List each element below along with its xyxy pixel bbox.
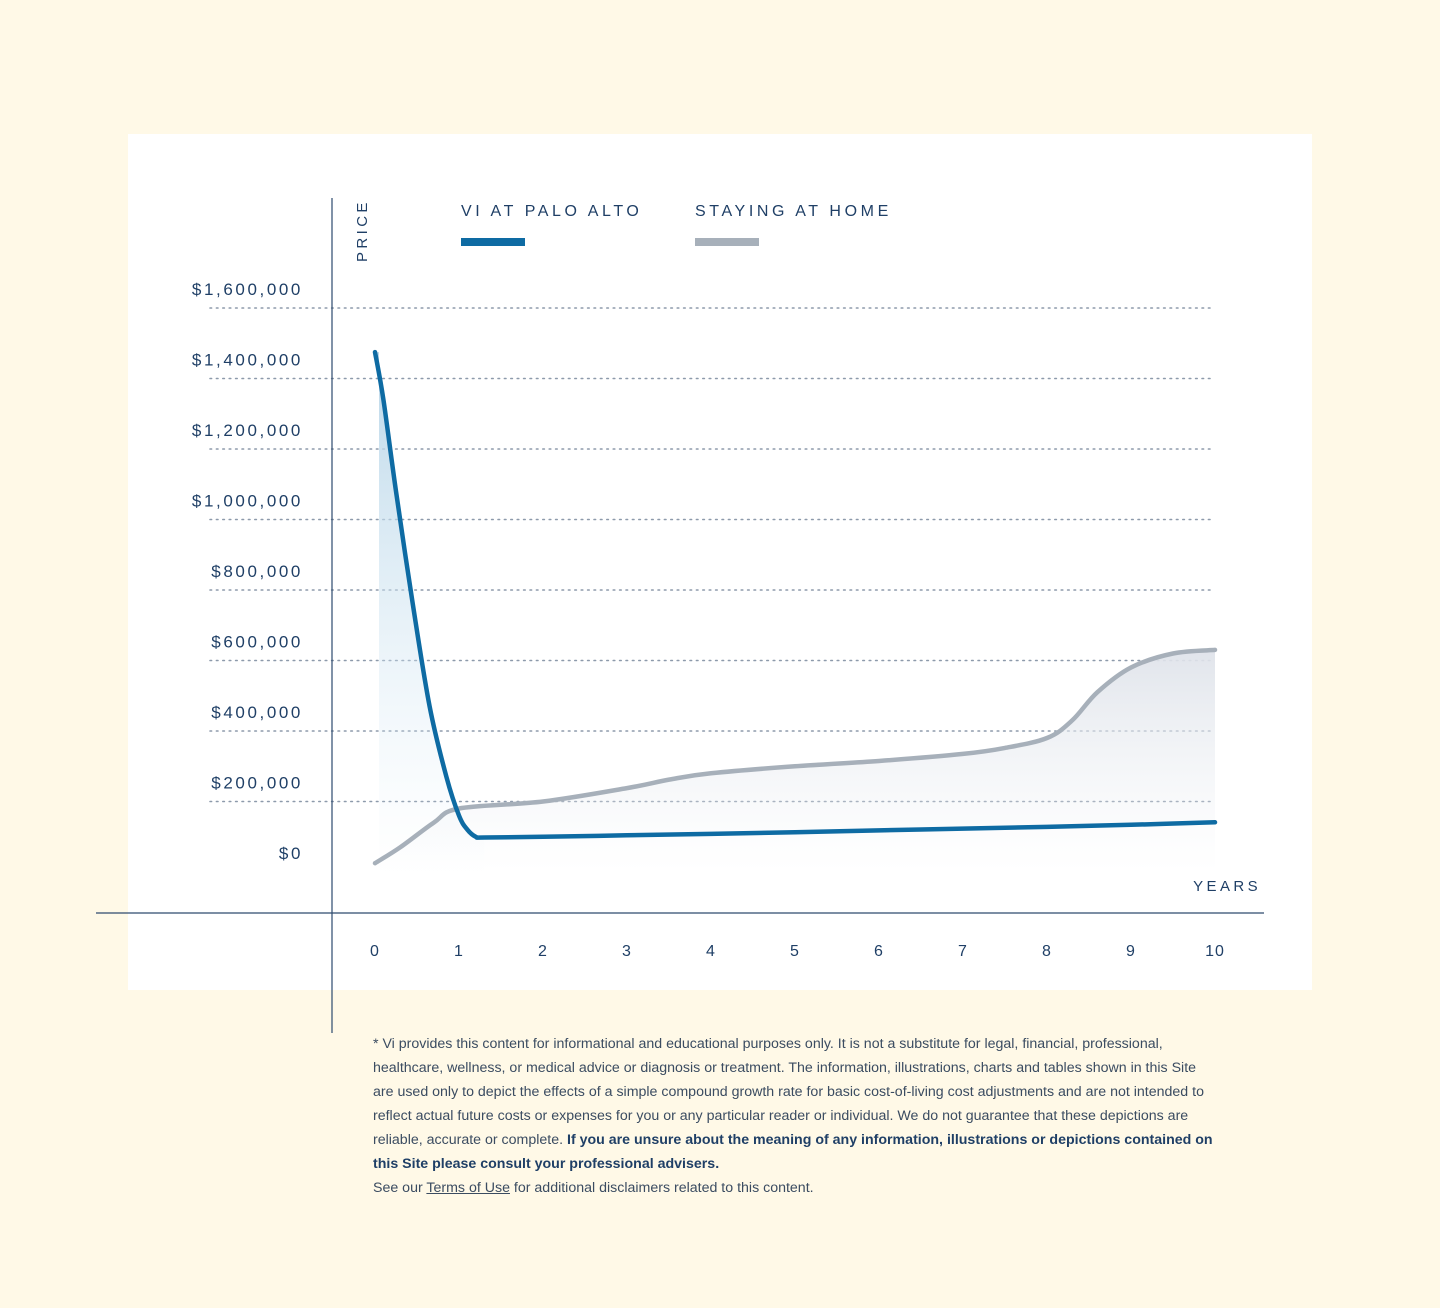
- disclaimer-text: * Vi provides this content for informati…: [373, 1036, 1204, 1148]
- x-tick-label: 6: [874, 943, 884, 960]
- disclaimer-see-our: See our: [373, 1180, 427, 1196]
- x-tick-label: 9: [1126, 943, 1136, 960]
- disclaimer-after-link: for additional disclaimers related to th…: [509, 1180, 814, 1196]
- y-tick-label: $200,000: [211, 774, 303, 793]
- vi-area: [375, 352, 485, 873]
- terms-of-use-link[interactable]: Terms of Use: [426, 1180, 510, 1196]
- x-tick-label: 8: [1042, 943, 1052, 960]
- x-tick-label: 0: [370, 943, 380, 960]
- y-tick-label: $1,600,000: [192, 280, 303, 299]
- x-tick-label: 2: [538, 943, 548, 960]
- series-line-staying-at-home: [372, 647, 1218, 866]
- x-tick-label: 5: [790, 943, 800, 960]
- x-tick-label: 7: [958, 943, 968, 960]
- legend-swatch-vi: [461, 238, 525, 246]
- series-lines: [372, 349, 1218, 866]
- x-tick-label: 3: [622, 943, 632, 960]
- x-axis-title: YEARS: [1193, 878, 1261, 895]
- y-tick-label: $800,000: [211, 562, 303, 581]
- disclaimer-bold: If you are unsure about the meaning of a…: [373, 1132, 1213, 1172]
- y-tick-label: $400,000: [211, 703, 303, 722]
- x-tick-label: 10: [1205, 943, 1225, 960]
- home-area: [375, 649, 1215, 872]
- y-tick-label: $0: [279, 844, 303, 863]
- legend: VI AT PALO ALTO STAYING AT HOME: [461, 203, 892, 246]
- disclaimer: * Vi provides this content for informati…: [373, 1032, 1213, 1200]
- series-areas: [375, 352, 1215, 873]
- legend-swatch-home: [695, 238, 759, 246]
- legend-label-vi: VI AT PALO ALTO: [461, 203, 642, 220]
- y-axis-title: PRICE: [354, 199, 371, 262]
- y-tick-labels: $1,600,000 $1,400,000 $1,200,000 $1,000,000…: [192, 280, 303, 863]
- y-tick-label: $1,000,000: [192, 492, 303, 511]
- grid-lines: [209, 307, 1214, 803]
- y-tick-label: $1,400,000: [192, 351, 303, 370]
- x-tick-label: 1: [454, 943, 464, 960]
- x-tick-label: 4: [706, 943, 716, 960]
- series-line-vi-at-palo-alto: [372, 349, 1218, 840]
- x-tick-labels: 0 1 2 3 4 5 6 7 8 9 10: [370, 943, 1225, 960]
- y-tick-label: $1,200,000: [192, 421, 303, 440]
- y-tick-label: $600,000: [211, 633, 303, 652]
- legend-label-home: STAYING AT HOME: [695, 203, 892, 220]
